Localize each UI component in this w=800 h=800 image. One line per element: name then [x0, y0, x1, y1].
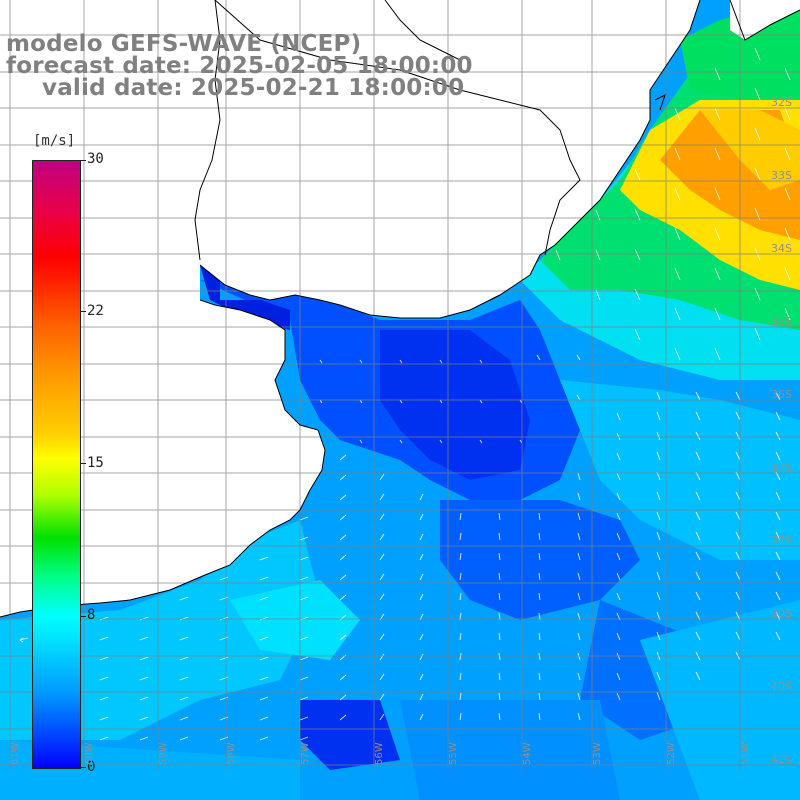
model-title: modelo GEFS-WAVE (NCEP) — [6, 31, 362, 57]
colorbar-label: 22 — [87, 303, 104, 319]
colorbar-tick — [80, 767, 86, 768]
coastline — [0, 0, 800, 618]
colorbar-tick — [80, 463, 86, 464]
colorbar-label: 15 — [87, 455, 104, 471]
land-mass — [0, 0, 800, 617]
colorbar-tick — [80, 616, 86, 617]
colorbar-label: 8 — [87, 607, 96, 623]
colorbar-gradient — [32, 160, 81, 769]
colorbar-label: 0 — [87, 759, 96, 775]
graticule — [0, 0, 800, 770]
colorbar-label: 30 — [87, 151, 104, 167]
forecast-date: forecast date: 2025-02-05 18:00:00 — [6, 53, 473, 79]
valid-date: valid date: 2025-02-21 18:00:00 — [42, 75, 465, 101]
colorbar-tick — [80, 311, 86, 312]
colorbar-tick — [80, 160, 86, 161]
colorbar-unit: [m/s] — [33, 133, 76, 149]
